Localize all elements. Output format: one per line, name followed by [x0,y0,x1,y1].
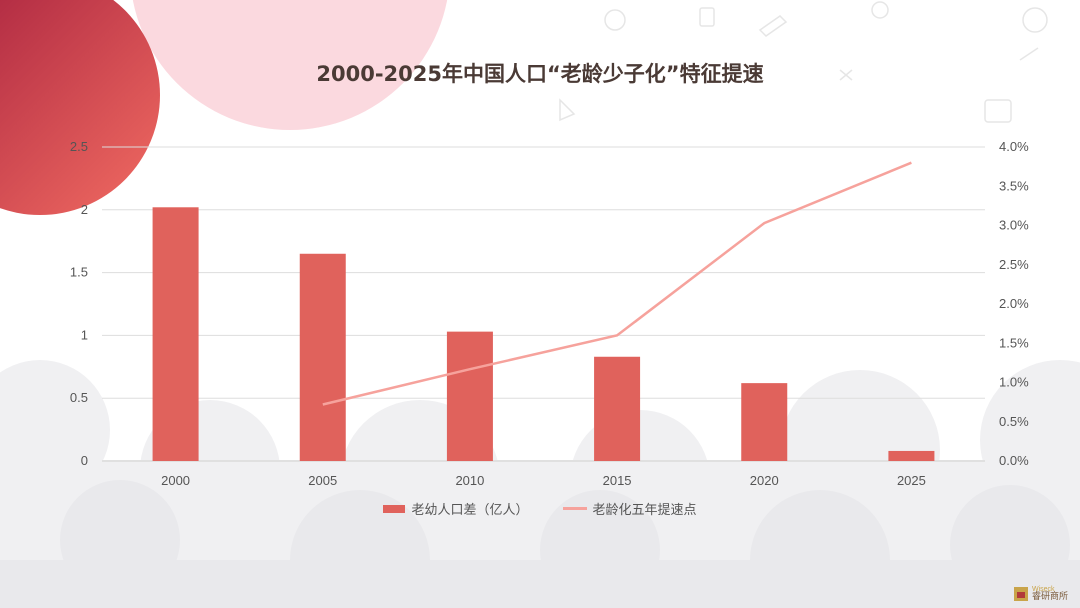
x-axis-tick-label: 2005 [308,473,337,488]
right-axis-tick-label: 1.0% [999,375,1029,390]
chart-title: 2000-2025年中国人口“老龄少子化”特征提速 [316,62,764,86]
legend-label-bar: 老幼人口差（亿人） [411,503,529,518]
pink-circle-decoration [132,0,448,130]
logo-icon [1013,587,1028,601]
right-axis-tick-label: 3.5% [999,178,1029,193]
chart-legend: 老幼人口差（亿人） 老龄化五年提速点 [0,499,1080,518]
legend-swatch-line [562,507,587,510]
right-axis-tick-label: 0.5% [999,414,1029,429]
right-axis-tick-label: 3.0% [999,218,1029,233]
bar-2010 [446,331,493,461]
right-axis-tick-label: 1.5% [999,335,1029,350]
right-axis-tick-label: 0.0% [999,453,1029,468]
doodle-decoration [559,1,1048,123]
logo-bottom-text: 睿研商所 [1031,592,1068,602]
logo-top-text: Wiseck [1031,586,1055,593]
bar-2015 [594,356,641,461]
grid-lines [102,146,985,462]
left-axis-tick-label: 2.5 [70,139,88,154]
red-circle-decoration [0,0,160,215]
bar-2005 [299,253,346,461]
bar-series [152,207,935,461]
left-axis-tick-label: 0 [81,453,88,468]
right-axis-tick-label: 4.0% [999,139,1029,154]
legend-item-bar[interactable]: 老幼人口差（亿人） [383,499,529,518]
legend-swatch-bar [383,504,406,513]
bar-2020 [741,383,788,461]
bar-2025 [888,450,935,461]
right-axis-tick-label: 2.0% [999,296,1029,311]
left-axis-tick-label: 2 [81,202,88,217]
left-axis-tick-label: 1.5 [70,265,88,280]
left-axis-tick-label: 0.5 [70,390,88,405]
x-axis-tick-label: 2000 [161,473,190,488]
right-axis-ticks: 0.0% 0.5% 1.0% 1.5% 2.0% 2.5% 3.0% 3.5% 4.0% [999,139,1029,468]
x-axis-tick-label: 2025 [897,473,926,488]
left-axis-tick-label: 1 [81,327,88,342]
x-axis-tick-label: 2020 [750,473,779,488]
x-axis-tick-label: 2010 [455,473,484,488]
bar-2000 [152,207,199,461]
line-series [322,161,912,406]
x-axis-ticks: 2000 2005 2010 2015 2020 2025 [161,473,926,488]
legend-label-line: 老龄化五年提速点 [592,503,697,518]
left-axis-ticks: 0 0.5 1 1.5 2 2.5 [70,139,88,468]
x-axis-tick-label: 2015 [603,473,632,488]
legend-item-line[interactable]: 老龄化五年提速点 [562,499,697,518]
brand-logo: Wiseck 睿研商所 [1013,586,1068,602]
right-axis-tick-label: 2.5% [999,257,1029,272]
